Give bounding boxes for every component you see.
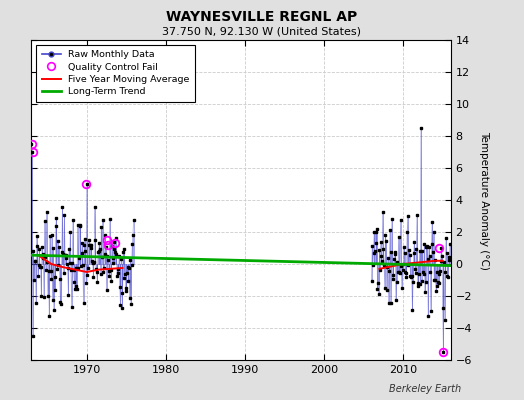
- Legend: Raw Monthly Data, Quality Control Fail, Five Year Moving Average, Long-Term Tren: Raw Monthly Data, Quality Control Fail, …: [36, 45, 195, 102]
- Y-axis label: Temperature Anomaly (°C): Temperature Anomaly (°C): [478, 130, 489, 270]
- Text: WAYNESVILLE REGNL AP: WAYNESVILLE REGNL AP: [167, 10, 357, 24]
- Text: Berkeley Earth: Berkeley Earth: [389, 384, 461, 394]
- Text: 37.750 N, 92.130 W (United States): 37.750 N, 92.130 W (United States): [162, 26, 362, 36]
